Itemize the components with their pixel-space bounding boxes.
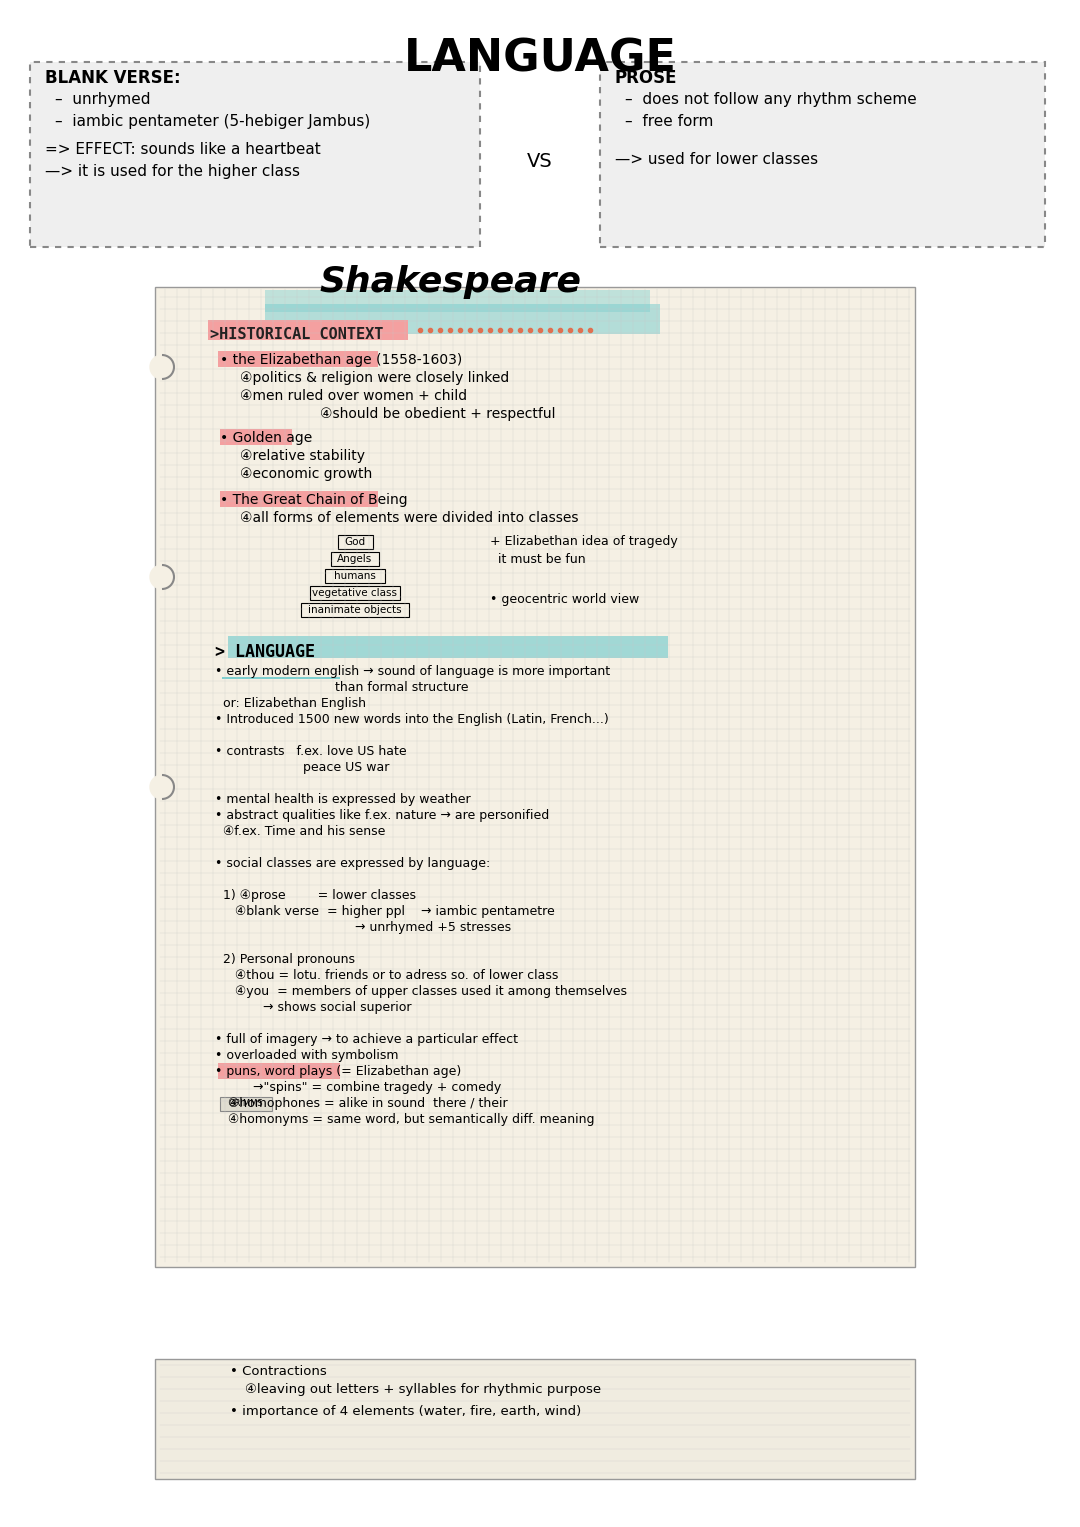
- Text: BLANK VERSE:: BLANK VERSE:: [45, 69, 180, 87]
- Text: • puns, word plays (= Elizabethan age): • puns, word plays (= Elizabethan age): [215, 1064, 461, 1078]
- Text: inanimate objects: inanimate objects: [308, 605, 402, 615]
- FancyBboxPatch shape: [30, 63, 480, 247]
- Text: • full of imagery → to achieve a particular effect: • full of imagery → to achieve a particu…: [215, 1032, 518, 1046]
- FancyBboxPatch shape: [220, 429, 292, 444]
- Circle shape: [150, 776, 174, 799]
- Text: ④you  = members of upper classes used it among themselves: ④you = members of upper classes used it …: [215, 985, 627, 999]
- FancyBboxPatch shape: [220, 1096, 272, 1112]
- Text: –  does not follow any rhythm scheme: – does not follow any rhythm scheme: [625, 92, 917, 107]
- Text: >HISTORICAL CONTEXT: >HISTORICAL CONTEXT: [210, 327, 383, 342]
- Text: GRIMMS: GRIMMS: [229, 1099, 264, 1109]
- Text: –  free form: – free form: [625, 115, 714, 128]
- Text: 1) ④prose        = lower classes: 1) ④prose = lower classes: [215, 889, 416, 902]
- Text: LANGUAGE: LANGUAGE: [404, 37, 676, 79]
- Text: —> used for lower classes: —> used for lower classes: [615, 153, 819, 166]
- Text: ④f.ex. Time and his sense: ④f.ex. Time and his sense: [215, 825, 386, 838]
- FancyBboxPatch shape: [218, 351, 378, 366]
- Text: ④thou = lotu. friends or to adress so. of lower class: ④thou = lotu. friends or to adress so. o…: [215, 970, 558, 982]
- Text: • social classes are expressed by language:: • social classes are expressed by langua…: [215, 857, 490, 870]
- FancyBboxPatch shape: [222, 676, 340, 680]
- Text: –  iambic pentameter (5-hebiger Jambus): – iambic pentameter (5-hebiger Jambus): [55, 115, 370, 128]
- Text: ④politics & religion were closely linked: ④politics & religion were closely linked: [240, 371, 510, 385]
- Text: • contrasts   f.ex. love US hate: • contrasts f.ex. love US hate: [215, 745, 407, 757]
- Text: –  unrhymed: – unrhymed: [55, 92, 150, 107]
- Text: Angels: Angels: [337, 554, 373, 563]
- Text: humans: humans: [334, 571, 376, 580]
- Text: • mental health is expressed by weather: • mental health is expressed by weather: [215, 793, 471, 806]
- Text: ④leaving out letters + syllables for rhythmic purpose: ④leaving out letters + syllables for rhy…: [245, 1383, 602, 1396]
- Text: • The Great Chain of Being: • The Great Chain of Being: [220, 493, 407, 507]
- Text: ④all forms of elements were divided into classes: ④all forms of elements were divided into…: [240, 512, 579, 525]
- FancyBboxPatch shape: [265, 290, 650, 312]
- Text: • importance of 4 elements (water, fire, earth, wind): • importance of 4 elements (water, fire,…: [230, 1405, 581, 1419]
- Text: PROSE: PROSE: [615, 69, 677, 87]
- Text: ④should be obedient + respectful: ④should be obedient + respectful: [320, 408, 555, 421]
- Text: ④homophones = alike in sound  there / their: ④homophones = alike in sound there / the…: [220, 1096, 508, 1110]
- Circle shape: [150, 354, 174, 379]
- Text: ④economic growth: ④economic growth: [240, 467, 373, 481]
- Text: > LANGUAGE: > LANGUAGE: [215, 643, 315, 661]
- Text: ④blank verse  = higher ppl    → iambic pentametre: ④blank verse = higher ppl → iambic penta…: [215, 906, 555, 918]
- Text: => EFFECT: sounds like a heartbeat: => EFFECT: sounds like a heartbeat: [45, 142, 321, 157]
- Text: peace US war: peace US war: [215, 760, 390, 774]
- FancyBboxPatch shape: [220, 492, 378, 507]
- Text: • abstract qualities like f.ex. nature → are personified: • abstract qualities like f.ex. nature →…: [215, 809, 550, 822]
- FancyBboxPatch shape: [156, 287, 915, 1267]
- Text: • early modern english → sound of language is more important: • early modern english → sound of langua…: [215, 664, 610, 678]
- Text: • overloaded with symbolism: • overloaded with symbolism: [215, 1049, 399, 1061]
- Circle shape: [150, 565, 174, 589]
- Text: than formal structure: than formal structure: [215, 681, 469, 693]
- Text: • geocentric world view: • geocentric world view: [490, 592, 639, 606]
- Text: VS: VS: [527, 153, 553, 171]
- Text: God: God: [345, 538, 365, 547]
- Text: →"spins" = combine tragedy + comedy: →"spins" = combine tragedy + comedy: [253, 1081, 501, 1093]
- Text: • Introduced 1500 new words into the English (Latin, French...): • Introduced 1500 new words into the Eng…: [215, 713, 609, 725]
- Text: 2) Personal pronouns: 2) Personal pronouns: [215, 953, 355, 967]
- Text: vegetative class: vegetative class: [312, 588, 397, 599]
- Text: → unrhymed +5 stresses: → unrhymed +5 stresses: [215, 921, 511, 935]
- FancyBboxPatch shape: [218, 1063, 340, 1080]
- Text: —> it is used for the higher class: —> it is used for the higher class: [45, 163, 300, 179]
- Text: • Golden age: • Golden age: [220, 431, 312, 444]
- Text: • Contractions: • Contractions: [230, 1365, 327, 1377]
- Text: ④homonyms = same word, but semantically diff. meaning: ④homonyms = same word, but semantically …: [220, 1113, 594, 1125]
- Text: • the Elizabethan age (1558-1603): • the Elizabethan age (1558-1603): [220, 353, 462, 366]
- Text: or: Elizabethan English: or: Elizabethan English: [215, 696, 366, 710]
- Text: ④men ruled over women + child: ④men ruled over women + child: [240, 389, 468, 403]
- Text: it must be fun: it must be fun: [490, 553, 585, 567]
- FancyBboxPatch shape: [265, 304, 660, 334]
- FancyBboxPatch shape: [600, 63, 1045, 247]
- Text: Shakespeare: Shakespeare: [319, 266, 581, 299]
- FancyBboxPatch shape: [156, 1359, 915, 1480]
- Text: + Elizabethan idea of tragedy: + Elizabethan idea of tragedy: [490, 534, 678, 548]
- FancyBboxPatch shape: [228, 637, 669, 658]
- FancyBboxPatch shape: [208, 321, 408, 341]
- Text: ④relative stability: ④relative stability: [240, 449, 365, 463]
- Text: → shows social superior: → shows social superior: [215, 1002, 411, 1014]
